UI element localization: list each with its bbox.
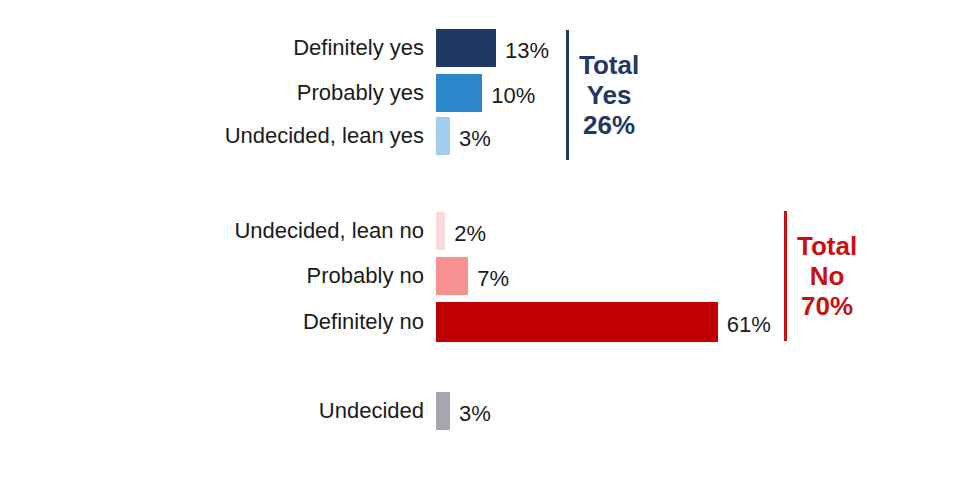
total-no-line1: Total <box>797 231 857 261</box>
total-no-bracket-line <box>784 211 787 341</box>
bar-definitely-yes <box>436 29 496 67</box>
total-no-line2: No <box>810 261 845 291</box>
total-yes-line2: Yes <box>587 80 632 110</box>
value-label: 3% <box>459 401 491 427</box>
total-yes-line1: Total <box>579 50 639 80</box>
survey-bar-chart: Definitely yes 13% Probably yes 10% Unde… <box>0 0 954 490</box>
total-yes-annotation: Total Yes 26% <box>566 30 639 160</box>
total-no-value: 70% <box>801 291 853 321</box>
value-label: 2% <box>454 221 486 247</box>
bar-definitely-no <box>436 302 718 342</box>
bar-undecided-lean-no <box>436 212 445 250</box>
total-no-label: Total No 70% <box>797 211 857 341</box>
chart-row-definitely-yes: Definitely yes 13% <box>0 29 954 67</box>
value-label: 13% <box>505 38 549 64</box>
chart-row-probably-yes: Probably yes 10% <box>0 74 954 112</box>
category-label: Undecided, lean no <box>0 218 424 244</box>
bar-probably-no <box>436 257 468 295</box>
value-label: 7% <box>477 266 509 292</box>
chart-row-undecided: Undecided 3% <box>0 392 954 430</box>
total-yes-value: 26% <box>583 110 635 140</box>
total-yes-label: Total Yes 26% <box>579 30 639 160</box>
category-label: Probably no <box>0 263 424 289</box>
category-label: Undecided, lean yes <box>0 123 424 149</box>
bar-undecided-lean-yes <box>436 117 450 155</box>
category-label: Definitely yes <box>0 35 424 61</box>
value-label: 61% <box>727 312 771 338</box>
chart-row-undecided-lean-yes: Undecided, lean yes 3% <box>0 117 954 155</box>
total-yes-bracket-line <box>566 30 569 160</box>
category-label: Definitely no <box>0 309 424 335</box>
value-label: 10% <box>491 83 535 109</box>
total-no-annotation: Total No 70% <box>784 211 857 341</box>
bar-undecided <box>436 392 450 430</box>
category-label: Undecided <box>0 398 424 424</box>
value-label: 3% <box>459 126 491 152</box>
category-label: Probably yes <box>0 80 424 106</box>
bar-probably-yes <box>436 74 482 112</box>
